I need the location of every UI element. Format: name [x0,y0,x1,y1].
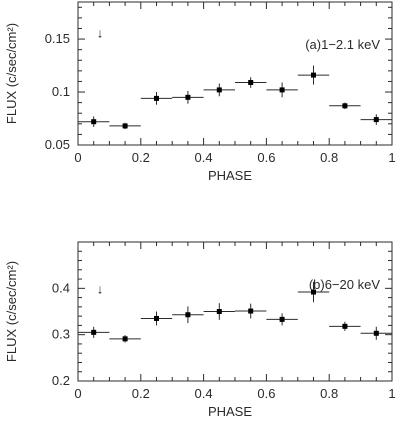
data-point [78,326,110,338]
x-tick-label: 0.2 [132,386,150,401]
x-tick-label: 0 [74,150,81,165]
data-point [297,65,330,85]
x-tick-label: 0.6 [257,386,275,401]
y-tick-label: 0.3 [52,327,70,342]
data-marker [311,289,316,295]
panel-label: (b)6−20 keV [309,277,381,292]
y-tick-label: 0.05 [45,137,70,152]
data-point [360,326,392,340]
data-marker [342,103,348,109]
y-tick-label: 0.2 [52,373,70,388]
data-point [140,311,173,326]
x-tick-label: 1 [388,386,395,401]
data-marker [216,87,222,93]
data-point [235,77,267,88]
data-point [297,281,330,303]
data-point [203,83,235,97]
x-tick-label: 0.4 [195,386,213,401]
panel-label: (a)1−2.1 keV [305,37,380,52]
y-tick-label: 0.15 [45,31,70,46]
data-marker [248,308,254,314]
data-marker [216,309,222,314]
y-axis-label: FLUX (c/sec/cm²) [4,261,19,362]
data-marker [311,72,316,78]
data-marker [279,316,285,322]
data-marker [154,315,159,321]
data-point [235,303,267,319]
data-point [109,122,141,130]
data-point [140,92,173,105]
x-tick-label: 0.2 [132,150,150,165]
data-point [172,306,204,324]
x-tick-label: 0 [74,386,81,401]
data-marker [248,80,254,86]
x-tick-label: 0.4 [195,150,213,165]
chart-panel-b: 0 0.2 0.4 0.6 0.8 1 0.2 0.3 0.4 PHASE FLUX (c/sec/… [4,241,396,419]
x-tick-label: 0.8 [320,150,338,165]
data-marker [122,336,128,342]
data-marker [342,323,348,329]
data-marker [185,312,191,318]
x-tick-label: 0.6 [257,150,275,165]
y-tick-label: 0.4 [52,280,70,295]
data-marker [91,119,97,125]
x-axis-label: PHASE [208,404,252,419]
data-point [360,114,392,125]
data-marker [91,329,97,335]
data-marker [122,123,128,129]
x-tick-label: 1 [388,150,395,165]
data-marker [279,87,285,93]
data-marker [185,94,191,100]
arrow-marker: ↓ [97,281,104,296]
data-point [266,82,298,98]
data-marker [373,330,379,336]
data-point [78,116,110,127]
data-point [266,313,298,326]
data-marker [373,117,379,123]
data-point [329,321,361,331]
x-tick-label: 0.8 [320,386,338,401]
data-marker [154,95,159,101]
y-axis-label: FLUX (c/sec/cm²) [4,23,19,124]
x-axis-label: PHASE [208,168,252,183]
y-tick-label: 0.1 [52,84,70,99]
data-point [172,90,204,104]
data-point [203,303,235,320]
chart-panel-a: 0 0.2 0.4 0.6 0.8 1 0.05 0.1 0.15 PHASE FLUX (c/se… [4,1,396,183]
data-point [109,335,141,343]
arrow-marker: ↓ [97,26,104,41]
data-point [329,102,361,109]
